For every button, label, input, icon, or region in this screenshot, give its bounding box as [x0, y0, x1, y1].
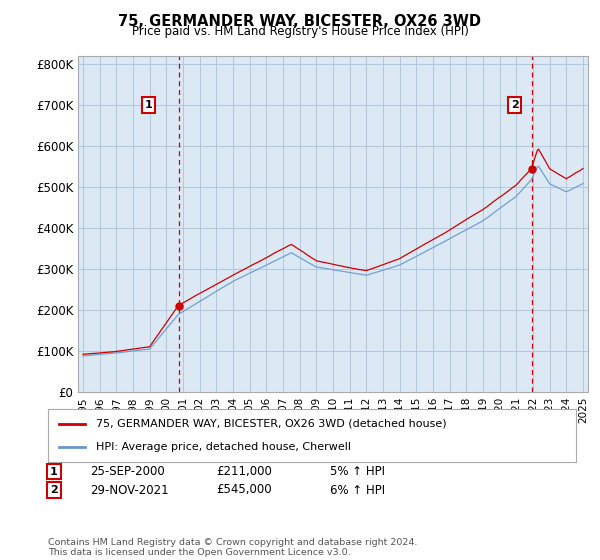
Text: 25-SEP-2000: 25-SEP-2000 — [90, 465, 165, 478]
Text: Price paid vs. HM Land Registry's House Price Index (HPI): Price paid vs. HM Land Registry's House … — [131, 25, 469, 38]
Text: 75, GERMANDER WAY, BICESTER, OX26 3WD (detached house): 75, GERMANDER WAY, BICESTER, OX26 3WD (d… — [95, 419, 446, 429]
Text: 1: 1 — [145, 100, 152, 110]
Text: 2: 2 — [511, 100, 519, 110]
Text: 1: 1 — [50, 466, 58, 477]
Text: HPI: Average price, detached house, Cherwell: HPI: Average price, detached house, Cher… — [95, 442, 350, 452]
Text: 6% ↑ HPI: 6% ↑ HPI — [330, 483, 385, 497]
Text: 75, GERMANDER WAY, BICESTER, OX26 3WD: 75, GERMANDER WAY, BICESTER, OX26 3WD — [119, 14, 482, 29]
Text: 29-NOV-2021: 29-NOV-2021 — [90, 483, 169, 497]
Text: Contains HM Land Registry data © Crown copyright and database right 2024.
This d: Contains HM Land Registry data © Crown c… — [48, 538, 418, 557]
Text: £545,000: £545,000 — [216, 483, 272, 497]
Text: 2: 2 — [50, 485, 58, 495]
Text: 5% ↑ HPI: 5% ↑ HPI — [330, 465, 385, 478]
Text: £211,000: £211,000 — [216, 465, 272, 478]
